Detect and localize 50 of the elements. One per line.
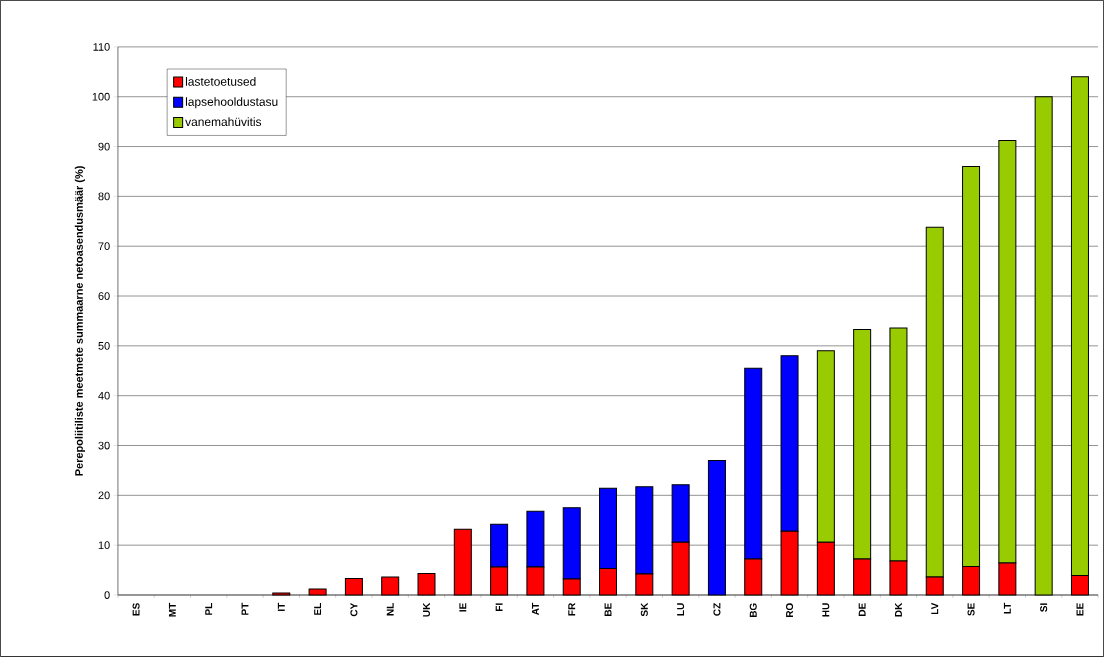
- x-tick-label: SK: [640, 602, 648, 617]
- x-tick-label: DE: [858, 603, 866, 616]
- x-tick-label: BE: [604, 603, 612, 616]
- x-tick-label: LU: [677, 603, 685, 616]
- x-tick-label: HU: [822, 603, 830, 617]
- bar: [707, 460, 726, 596]
- bar: [308, 588, 327, 596]
- x-tick-label: RO: [786, 603, 794, 618]
- y-tick-label: 70: [98, 242, 110, 251]
- x-tick-label: AT: [531, 602, 539, 616]
- legend-label: vanemahüvitis: [185, 117, 262, 127]
- y-tick-label: 40: [98, 391, 110, 400]
- x-tick-label: SE: [967, 603, 975, 616]
- x-tick-label: PT: [241, 602, 249, 615]
- x-tick-label: UK: [423, 602, 430, 617]
- bar: [453, 528, 472, 596]
- y-tick-label: 0: [104, 591, 110, 599]
- y-tick-label: 30: [98, 441, 110, 450]
- bar: [1034, 96, 1053, 596]
- y-tick-label: 80: [98, 192, 110, 201]
- x-tick-label: IE: [459, 603, 467, 612]
- x-tick-label: CY: [350, 602, 358, 617]
- x-tick-label: BG: [749, 603, 757, 618]
- y-tick-label: 100: [92, 92, 110, 101]
- x-tick-label: DK: [895, 602, 902, 617]
- y-tick-label: 20: [98, 491, 110, 500]
- y-tick-label: 50: [98, 342, 110, 350]
- y-tick-label: 90: [98, 142, 110, 151]
- x-tick-label: IT: [277, 602, 285, 611]
- x-tick-label: EL: [314, 603, 322, 615]
- y-tick-label: 110: [93, 43, 110, 51]
- y-tick-label: 60: [98, 292, 110, 300]
- x-tick-label: LV: [931, 602, 939, 615]
- x-tick-label: NL: [386, 603, 394, 616]
- x-tick-label: EE: [1076, 603, 1084, 616]
- x-tick-label: MT: [168, 602, 176, 617]
- y-tick-label: 10: [98, 541, 110, 550]
- x-tick-label: CZ: [713, 603, 721, 616]
- x-tick-label: ES: [132, 603, 140, 616]
- bar: [417, 573, 436, 596]
- legend-label: lapsehooldustasu: [185, 97, 278, 109]
- x-tick-label: LT: [1003, 602, 1011, 614]
- x-tick-label: SI: [1040, 603, 1048, 612]
- y-axis-title: Perepoliitiliste meetmete summaarne netoasendusmäär (%): [74, 166, 86, 476]
- legend-label: lastetoetused: [185, 77, 256, 86]
- x-tick-label: FI: [495, 603, 503, 611]
- x-tick-label: FR: [568, 603, 576, 616]
- bar: [344, 578, 363, 596]
- x-tick-label: PL: [205, 603, 213, 615]
- bar: [381, 576, 400, 596]
